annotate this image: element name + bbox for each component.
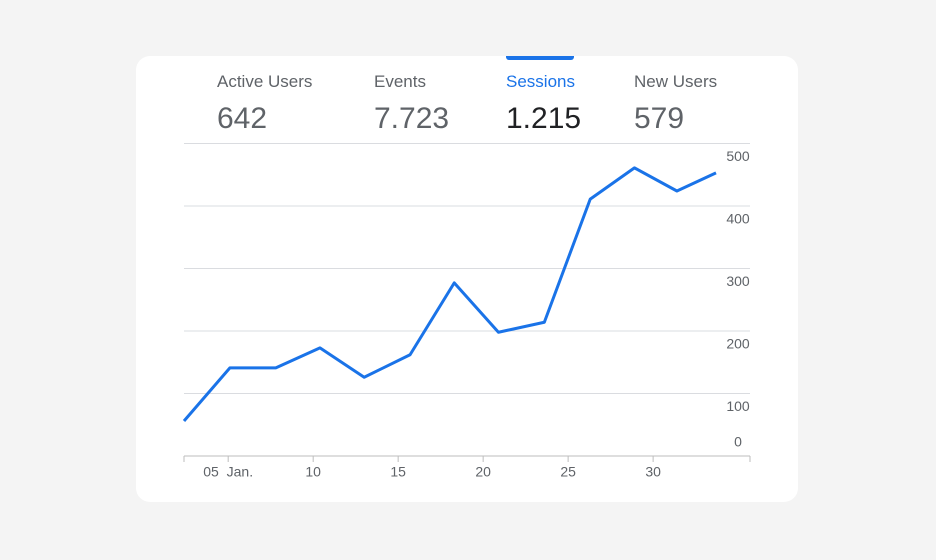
- y-tick-label: 100: [726, 398, 750, 414]
- metric-label: Events: [374, 72, 426, 91]
- x-tick-label: 20: [475, 464, 491, 480]
- y-tick-label: 400: [726, 211, 750, 227]
- data-line: [182, 166, 717, 422]
- metric-tab[interactable]: Sessions 1.215: [506, 72, 581, 136]
- x-tick-label: 15: [390, 464, 406, 480]
- metric-value: 579: [634, 102, 685, 135]
- x-tick-label: 05 Jan.: [203, 464, 253, 480]
- x-tick-label: 10: [305, 464, 321, 480]
- metric-value: 642: [217, 102, 268, 135]
- x-tick-label: 30: [645, 464, 661, 480]
- tab-indicator: [506, 56, 574, 60]
- metric-tab[interactable]: Events 7.723: [374, 72, 449, 136]
- metric-value: 7.723: [374, 102, 450, 135]
- y-tick-label: 0: [734, 434, 742, 450]
- x-tick-label: 25: [560, 464, 576, 480]
- y-tick-label: 200: [726, 336, 750, 352]
- metric-tab[interactable]: New Users 579: [634, 72, 717, 136]
- metric-value: 1.215: [506, 102, 582, 135]
- y-tick-label: 500: [726, 148, 750, 164]
- y-tick-label: 300: [726, 273, 750, 289]
- metric-tab[interactable]: Active Users 642: [217, 72, 312, 136]
- metric-label: Sessions: [506, 72, 575, 91]
- metric-label: Active Users: [217, 72, 313, 91]
- metric-label: New Users: [634, 72, 718, 91]
- card: Active Users 642 Events 7.723 Sessions 1.215 N…: [136, 56, 798, 502]
